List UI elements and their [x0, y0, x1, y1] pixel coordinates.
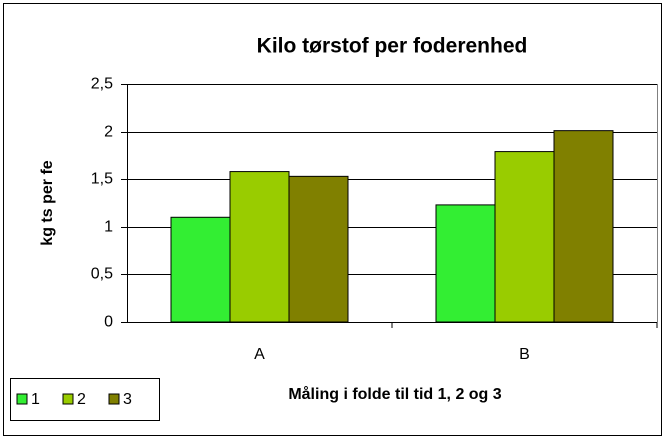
legend-swatch — [16, 393, 28, 405]
y-tick-label: 2,5 — [91, 76, 113, 93]
y-tick-label: 2 — [104, 124, 113, 141]
legend-label: 2 — [77, 391, 86, 408]
bar — [494, 151, 555, 323]
legend-box — [10, 378, 160, 421]
legend-swatch — [62, 393, 74, 405]
y-tick-label: 0 — [104, 314, 113, 331]
legend-swatch — [108, 393, 120, 405]
y-tick-label: 1 — [104, 219, 113, 236]
legend-label: 1 — [31, 391, 40, 408]
y-tick-label: 1,5 — [91, 171, 113, 188]
y-axis-label: kg ts per fe — [39, 160, 56, 245]
legend-label: 3 — [123, 391, 132, 408]
bar — [288, 175, 349, 323]
bar — [435, 204, 496, 323]
bar — [553, 130, 614, 323]
x-tick-label: B — [519, 346, 530, 363]
chart-title: Kilo tørstof per foderenhed — [257, 35, 528, 58]
x-tick-label: A — [254, 346, 265, 363]
x-axis-label: Måling i folde til tid 1, 2 og 3 — [288, 385, 501, 403]
bar — [229, 171, 290, 323]
y-tick-label: 0,5 — [91, 266, 113, 283]
bar — [170, 216, 231, 323]
